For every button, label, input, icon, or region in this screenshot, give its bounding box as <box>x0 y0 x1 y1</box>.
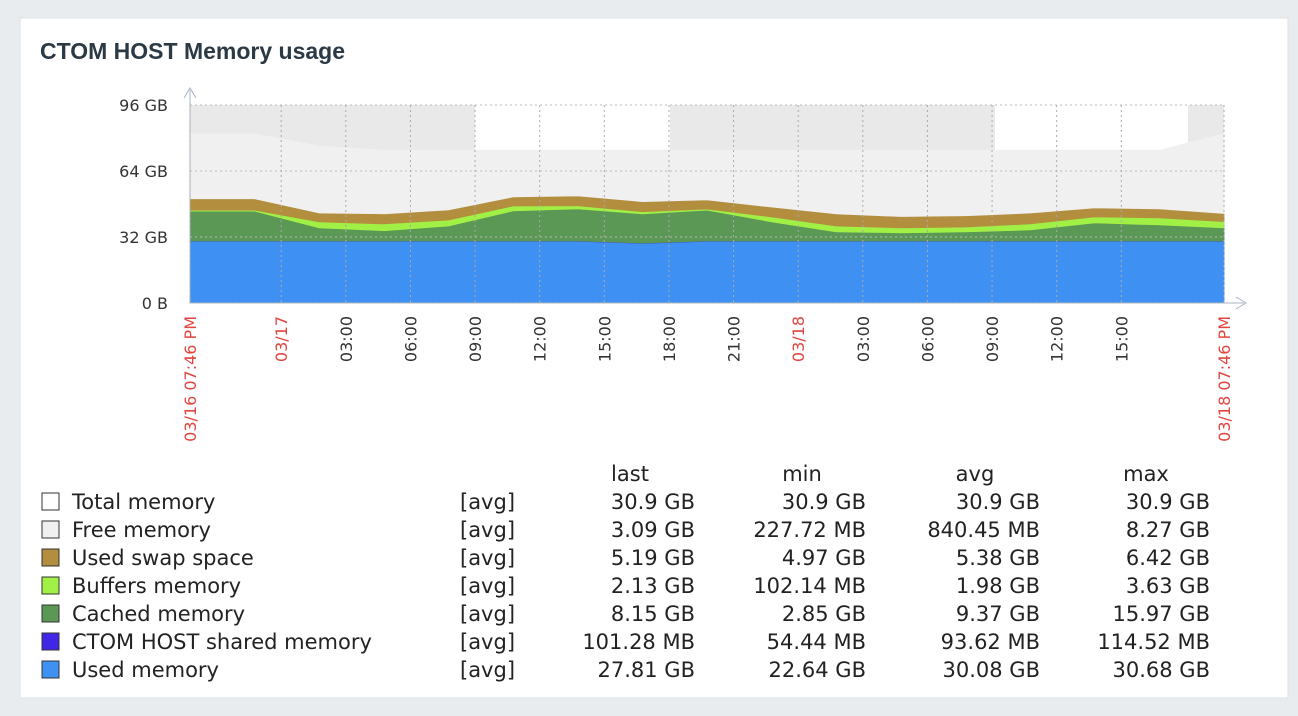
legend-header: last <box>611 462 649 486</box>
area <box>189 240 1225 304</box>
x-tick-label: 21:00 <box>725 316 744 362</box>
legend-stat: 27.81 GB <box>598 658 695 682</box>
x-tick-label: 09:00 <box>466 316 485 362</box>
x-tick-label: 03:00 <box>854 316 873 362</box>
legend-swatch <box>41 604 60 623</box>
legend-stat: 102.14 MB <box>753 574 866 598</box>
legend-stat: 8.27 GB <box>1126 518 1210 542</box>
x-tick-label: 18:00 <box>660 316 679 362</box>
legend-stat: 30.68 GB <box>1113 658 1210 682</box>
x-tick-label: 15:00 <box>595 316 614 362</box>
legend-func: [avg] <box>460 490 515 514</box>
legend-stat: 1.98 GB <box>956 574 1040 598</box>
x-tick-label: 03/17 <box>272 316 291 362</box>
legend-header: min <box>782 462 822 486</box>
legend-func: [avg] <box>460 630 515 654</box>
legend-func: [avg] <box>460 546 515 570</box>
legend-name: Used swap space <box>72 546 254 570</box>
legend-stat: 15.97 GB <box>1113 602 1210 626</box>
legend-stat: 30.9 GB <box>611 490 695 514</box>
x-tick-label: 12:00 <box>1048 316 1067 362</box>
x-tick-label: 03/18 <box>789 316 808 362</box>
legend-swatch <box>41 548 60 567</box>
x-tick-label: 15:00 <box>1112 316 1131 362</box>
legend-stat: 4.97 GB <box>782 546 866 570</box>
legend-stat: 30.9 GB <box>956 490 1040 514</box>
legend-stat: 8.15 GB <box>611 602 695 626</box>
legend-swatch <box>41 632 60 651</box>
x-tick-label: 12:00 <box>531 316 550 362</box>
y-tick-label: 64 GB <box>119 162 168 181</box>
legend-swatch <box>41 576 60 595</box>
legend-func: [avg] <box>460 574 515 598</box>
legend-stat: 101.28 MB <box>582 630 695 654</box>
x-tick-label: 03/18 07:46 PM <box>1215 316 1234 442</box>
legend-func: [avg] <box>460 658 515 682</box>
legend-header: avg <box>956 462 995 486</box>
x-tick-label: 03/16 07:46 PM <box>181 316 200 442</box>
y-tick-label: 0 B <box>142 294 168 313</box>
legend-name: Free memory <box>72 518 211 542</box>
legend-stat: 5.38 GB <box>956 546 1040 570</box>
plot <box>189 133 1225 304</box>
x-tick-label: 09:00 <box>983 316 1002 362</box>
legend-header: max <box>1123 462 1169 486</box>
legend-stat: 3.63 GB <box>1126 574 1210 598</box>
widget-title: CTOM HOST Memory usage <box>40 38 345 64</box>
legend-stat: 840.45 MB <box>927 518 1040 542</box>
legend-swatch <box>41 492 60 511</box>
legend-name: CTOM HOST shared memory <box>72 630 372 654</box>
legend-stat: 54.44 MB <box>767 630 866 654</box>
legend-stat: 30.9 GB <box>1126 490 1210 514</box>
legend-name: Total memory <box>71 490 215 514</box>
legend-stat: 9.37 GB <box>956 602 1040 626</box>
legend-name: Used memory <box>72 658 219 682</box>
legend-stat: 227.72 MB <box>753 518 866 542</box>
legend-stat: 30.08 GB <box>943 658 1040 682</box>
x-tick-label: 06:00 <box>918 316 937 362</box>
legend-stat: 6.42 GB <box>1126 546 1210 570</box>
legend-swatch <box>41 660 60 679</box>
legend-swatch <box>41 520 60 539</box>
legend-stat: 5.19 GB <box>611 546 695 570</box>
legend-stat: 22.64 GB <box>769 658 866 682</box>
legend-stat: 2.13 GB <box>611 574 695 598</box>
shade <box>670 105 995 155</box>
legend-stat: 93.62 MB <box>941 630 1040 654</box>
area <box>189 133 1225 217</box>
x-tick-label: 03:00 <box>337 316 356 362</box>
y-tick-label: 96 GB <box>119 96 168 115</box>
y-arrow <box>183 87 197 99</box>
x-arrow <box>1235 296 1247 310</box>
legend-stat: 3.09 GB <box>611 518 695 542</box>
legend-stat: 30.9 GB <box>782 490 866 514</box>
y-tick-label: 32 GB <box>119 228 168 247</box>
legend-name: Buffers memory <box>72 574 241 598</box>
legend-name: Cached memory <box>72 602 245 626</box>
legend-stat: 114.52 MB <box>1097 630 1210 654</box>
legend-func: [avg] <box>460 518 515 542</box>
legend-func: [avg] <box>460 602 515 626</box>
legend-stat: 2.85 GB <box>782 602 866 626</box>
x-tick-label: 06:00 <box>401 316 420 362</box>
